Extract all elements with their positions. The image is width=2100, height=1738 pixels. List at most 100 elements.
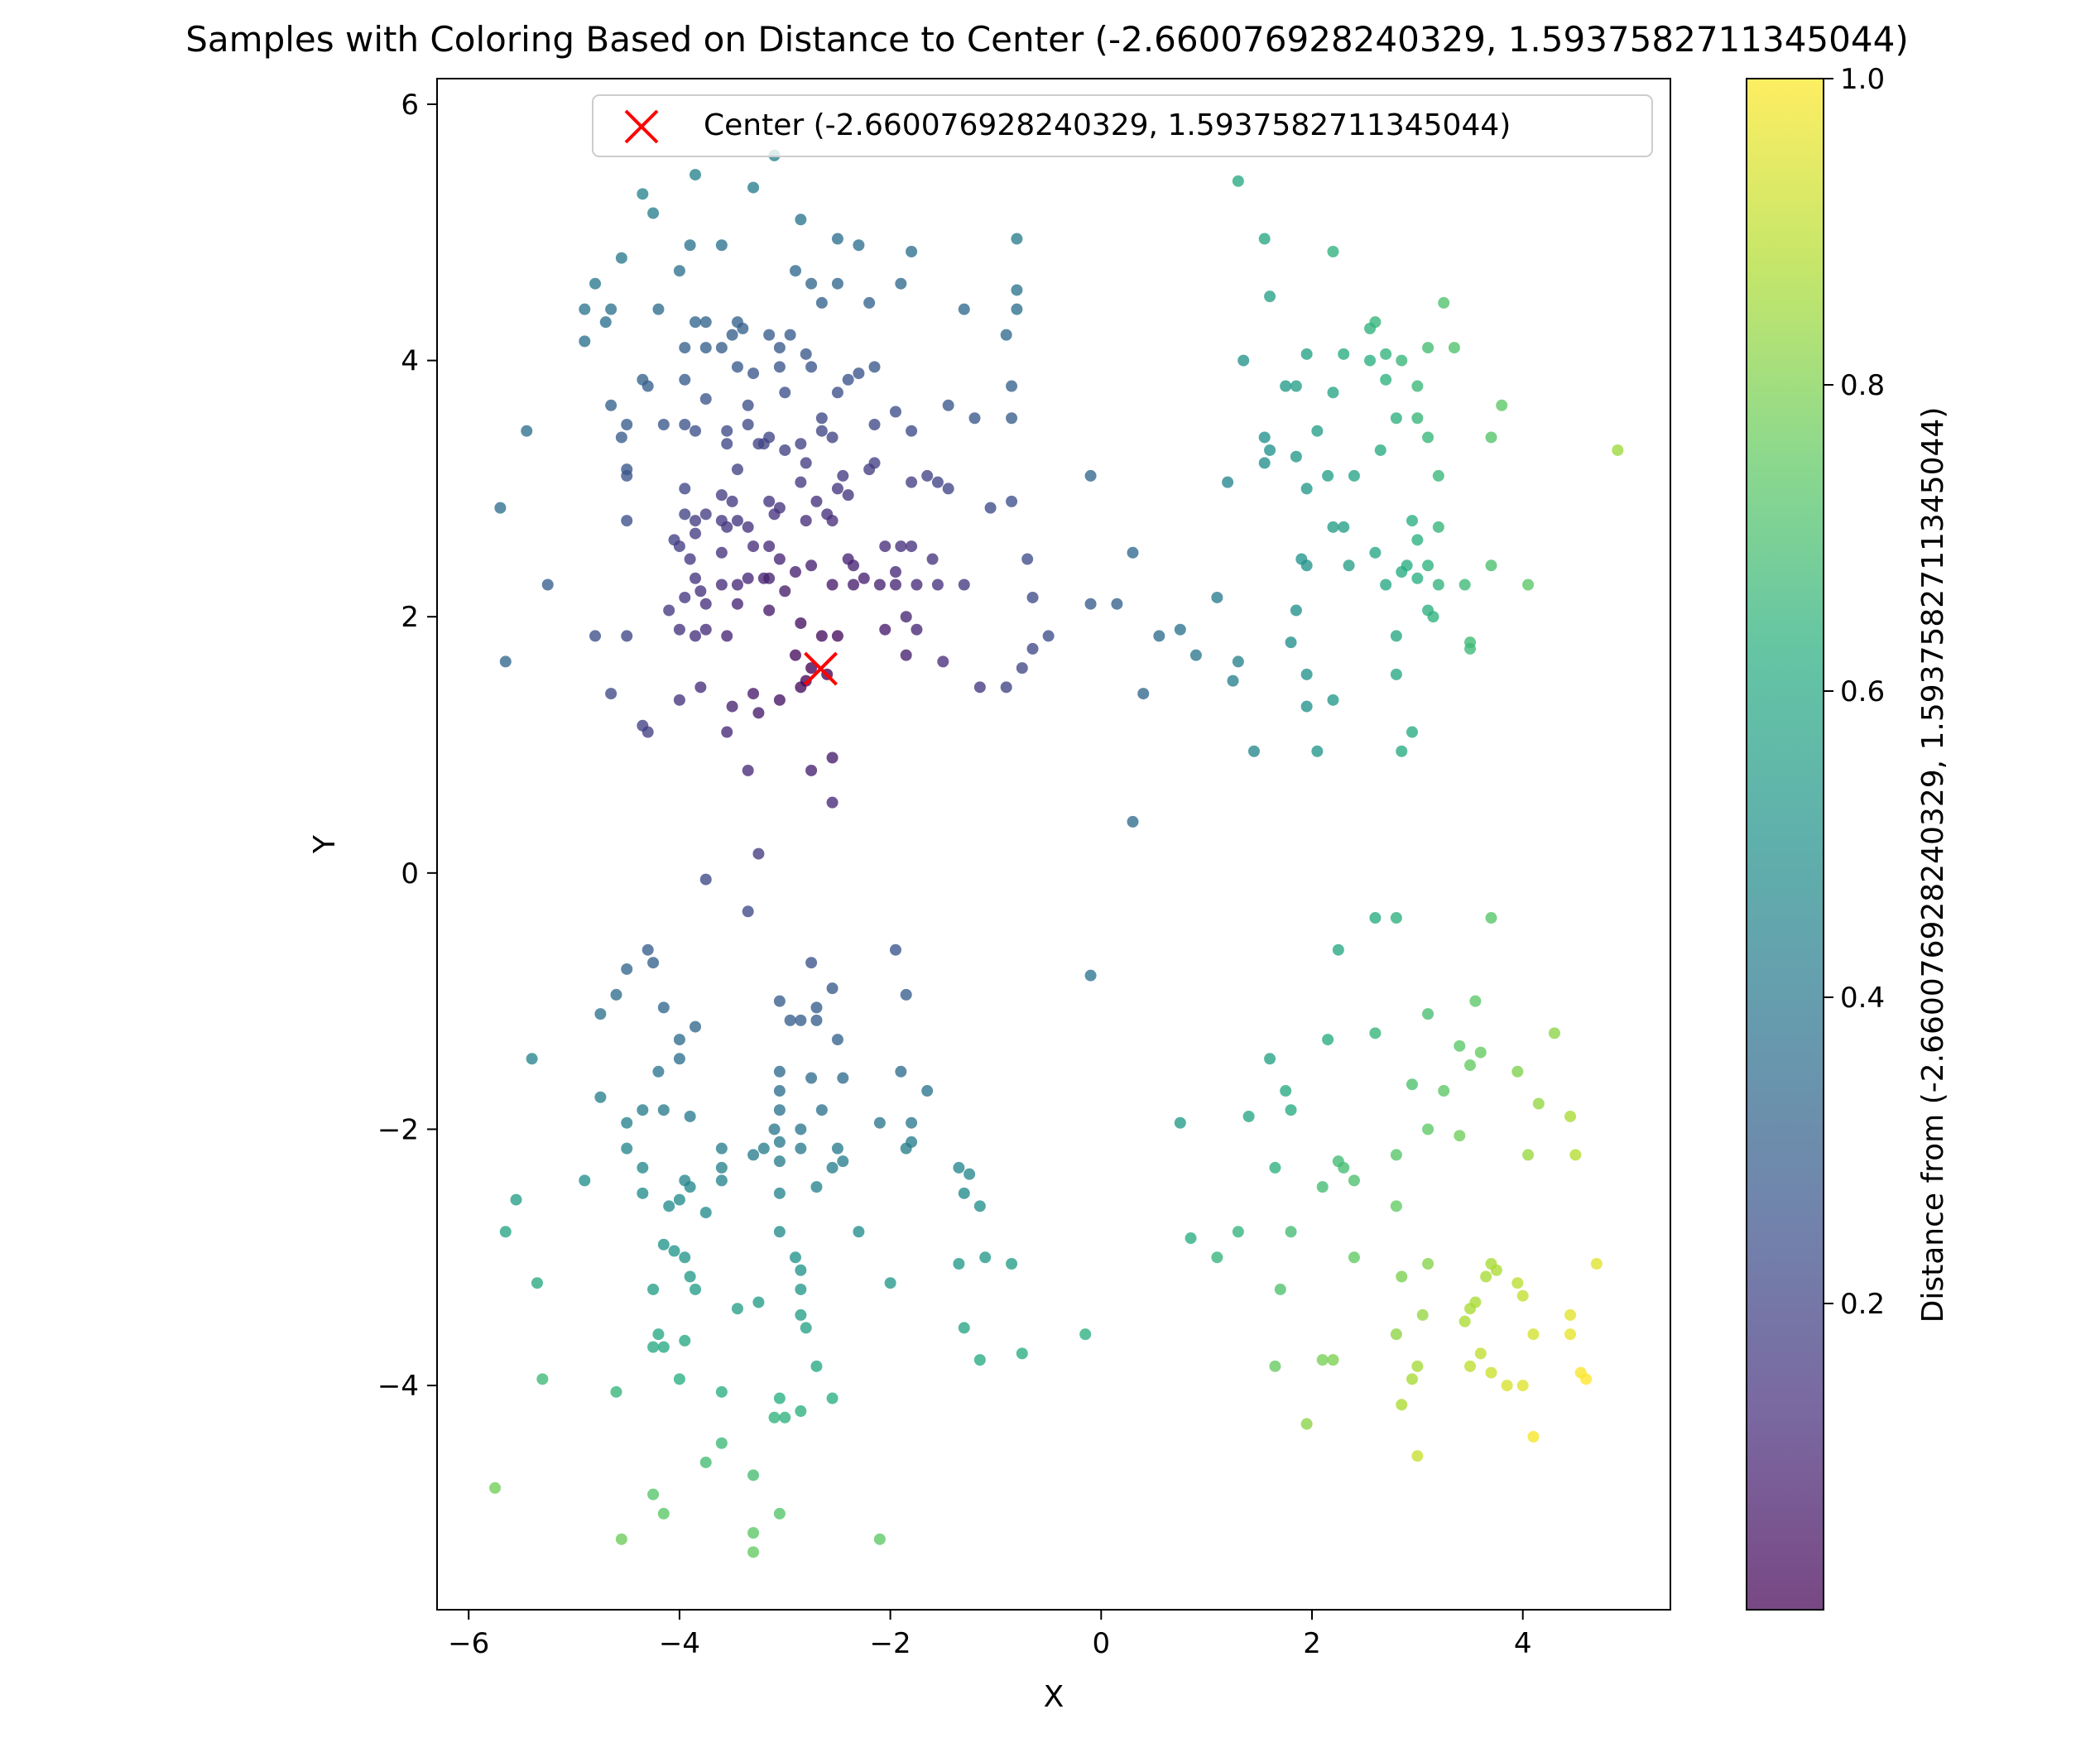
data-point xyxy=(1396,745,1408,757)
data-point xyxy=(1422,1008,1434,1020)
data-point xyxy=(1016,1347,1028,1360)
data-point xyxy=(1438,296,1450,309)
data-point xyxy=(906,1116,918,1129)
data-point xyxy=(868,361,881,373)
data-point xyxy=(684,1270,696,1283)
plot-frame xyxy=(436,78,1671,1611)
data-point xyxy=(621,1116,633,1129)
data-point xyxy=(1458,1315,1471,1328)
data-point xyxy=(726,329,738,341)
data-point xyxy=(900,649,912,661)
data-point xyxy=(721,438,733,450)
data-point xyxy=(726,700,738,713)
data-point xyxy=(1406,515,1418,527)
data-point xyxy=(1332,943,1344,956)
data-point xyxy=(679,1334,691,1347)
data-point xyxy=(773,1507,786,1520)
data-point xyxy=(895,1065,907,1078)
data-point xyxy=(1464,642,1477,655)
data-point xyxy=(805,764,818,776)
data-point xyxy=(831,483,843,495)
data-point xyxy=(968,412,981,425)
data-point xyxy=(815,425,828,437)
data-point xyxy=(647,207,660,219)
data-point xyxy=(773,1085,786,1097)
data-point xyxy=(1258,457,1271,469)
data-point xyxy=(873,1533,886,1545)
y-axis-ticks: −4 −2 0 2 4 6 xyxy=(377,89,437,1403)
data-point xyxy=(810,1014,823,1026)
data-point xyxy=(1374,444,1386,456)
data-point xyxy=(895,277,907,290)
data-point xyxy=(605,399,618,411)
chart-title: Samples with Coloring Based on Distance … xyxy=(185,19,1908,60)
data-point xyxy=(673,1034,685,1046)
data-point xyxy=(589,630,602,642)
data-point xyxy=(889,943,901,956)
data-point xyxy=(826,579,839,591)
data-point xyxy=(715,489,728,502)
data-point xyxy=(895,540,907,553)
data-point xyxy=(1274,1283,1286,1295)
data-point xyxy=(1390,912,1402,924)
legend-box xyxy=(592,94,1653,157)
colorbar-tick-label: 0.8 xyxy=(1840,369,1885,402)
data-point xyxy=(805,277,818,290)
data-point xyxy=(1527,1431,1540,1443)
data-point xyxy=(673,694,685,706)
data-point xyxy=(826,1392,839,1404)
data-point xyxy=(1527,1328,1540,1341)
data-point xyxy=(826,431,839,444)
data-point xyxy=(889,566,901,579)
colorbar: 0.2 0.4 0.6 0.8 1.0 Distance from (-2.660076… xyxy=(1746,63,1950,1611)
data-point xyxy=(800,515,812,527)
data-point xyxy=(615,252,627,264)
data-point xyxy=(921,1085,934,1097)
data-point xyxy=(826,982,839,995)
data-point xyxy=(1411,412,1424,425)
data-point xyxy=(647,957,660,969)
data-point xyxy=(1290,450,1302,463)
data-point xyxy=(1006,380,1018,392)
data-point xyxy=(647,1283,660,1295)
data-point xyxy=(1269,1360,1281,1372)
data-point xyxy=(1211,1251,1223,1264)
data-point xyxy=(594,1091,607,1103)
data-point xyxy=(906,245,918,257)
data-point xyxy=(690,515,702,527)
data-point xyxy=(1079,1328,1092,1341)
data-point xyxy=(1006,1258,1018,1270)
data-point xyxy=(805,559,818,572)
data-point xyxy=(1364,354,1377,367)
data-point xyxy=(1343,559,1355,572)
data-point xyxy=(795,681,807,694)
data-point xyxy=(889,579,901,591)
data-point xyxy=(1485,1366,1497,1379)
data-point xyxy=(1396,566,1408,579)
legend: Center (-2.660076928240329, 1.5937582711… xyxy=(592,94,1653,157)
data-point xyxy=(1322,1034,1334,1046)
data-point xyxy=(795,617,807,629)
data-point xyxy=(715,1142,728,1155)
data-point xyxy=(826,796,839,809)
data-point xyxy=(1380,579,1392,591)
data-point xyxy=(1280,1085,1292,1097)
data-point xyxy=(795,214,807,226)
data-point xyxy=(1000,681,1012,694)
data-point xyxy=(1300,700,1313,713)
x-tick-label: −2 xyxy=(870,1627,911,1660)
data-point xyxy=(1511,1065,1524,1078)
data-point xyxy=(868,418,881,430)
data-point xyxy=(795,1283,807,1295)
data-point xyxy=(1454,1130,1466,1142)
data-point xyxy=(795,1123,807,1135)
data-point xyxy=(1469,995,1482,1007)
data-point xyxy=(810,1001,823,1014)
data-point xyxy=(1474,1347,1487,1360)
data-point xyxy=(837,469,849,482)
data-point xyxy=(942,399,954,411)
data-point xyxy=(647,1488,660,1500)
data-point xyxy=(979,1251,992,1264)
data-point xyxy=(673,1053,685,1065)
data-point xyxy=(1264,444,1276,456)
